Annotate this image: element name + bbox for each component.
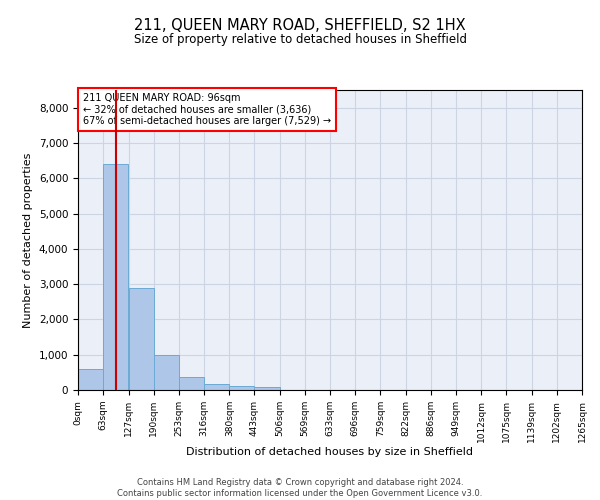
Text: Contains HM Land Registry data © Crown copyright and database right 2024.
Contai: Contains HM Land Registry data © Crown c… xyxy=(118,478,482,498)
X-axis label: Distribution of detached houses by size in Sheffield: Distribution of detached houses by size … xyxy=(187,448,473,458)
Bar xyxy=(103,164,128,390)
Bar xyxy=(179,376,204,390)
Text: Size of property relative to detached houses in Sheffield: Size of property relative to detached ho… xyxy=(133,32,467,46)
Bar xyxy=(154,354,179,390)
Y-axis label: Number of detached properties: Number of detached properties xyxy=(23,152,33,328)
Bar xyxy=(254,387,280,390)
Text: 211, QUEEN MARY ROAD, SHEFFIELD, S2 1HX: 211, QUEEN MARY ROAD, SHEFFIELD, S2 1HX xyxy=(134,18,466,32)
Text: 211 QUEEN MARY ROAD: 96sqm
← 32% of detached houses are smaller (3,636)
67% of s: 211 QUEEN MARY ROAD: 96sqm ← 32% of deta… xyxy=(83,93,331,126)
Bar xyxy=(128,288,154,390)
Bar xyxy=(229,386,254,390)
Bar xyxy=(78,369,103,390)
Bar xyxy=(204,384,229,390)
